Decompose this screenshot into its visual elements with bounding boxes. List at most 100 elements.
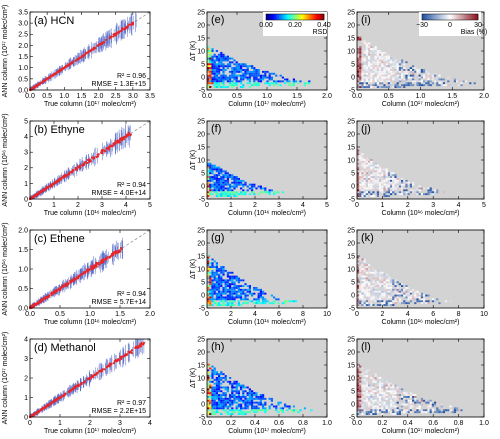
bias-2-cell bbox=[396, 181, 399, 184]
bias-1-cell bbox=[383, 78, 386, 81]
bias-1-cell bbox=[363, 76, 366, 79]
bias-3-cell bbox=[359, 262, 362, 265]
rsd-1-cell bbox=[207, 74, 210, 77]
bias-2-cell bbox=[409, 185, 412, 188]
bias-1-cell bbox=[370, 57, 373, 60]
rsd-3-cell bbox=[224, 300, 227, 303]
bias-3-cell bbox=[365, 304, 368, 306]
rsd-1-ytick-label: -5 bbox=[199, 87, 205, 94]
bias-2-cell bbox=[392, 189, 395, 192]
bias-1-cell bbox=[423, 80, 426, 83]
scatter-2-point bbox=[114, 142, 117, 145]
rsd-4-cell bbox=[215, 407, 218, 410]
rsd-4-cell bbox=[229, 403, 232, 406]
rsd-3-cell bbox=[207, 260, 210, 263]
bias-1-cell bbox=[357, 84, 360, 87]
rsd-3-cell bbox=[215, 283, 218, 286]
bias-1-cell bbox=[376, 82, 379, 85]
bias-2-cell bbox=[359, 151, 362, 154]
bias-2-cell bbox=[370, 166, 373, 169]
scatter-3-xtick-label: 0.5 bbox=[55, 311, 65, 318]
rsd-3-cell bbox=[213, 292, 216, 295]
rsd-3-cell bbox=[224, 287, 227, 289]
rsd-3-cell bbox=[222, 288, 225, 291]
bias-3-cell bbox=[370, 287, 373, 289]
rsd-3-cell bbox=[235, 292, 238, 295]
scatter-4-point bbox=[41, 408, 44, 411]
rsd-3-cell bbox=[229, 298, 232, 301]
bias-3-cell bbox=[409, 292, 412, 295]
rsd-3-cell bbox=[231, 296, 234, 299]
bias-1-cell bbox=[440, 82, 443, 85]
rsd-3-cell bbox=[222, 281, 225, 284]
bias-2-cell bbox=[394, 183, 397, 186]
rsd-4-cell bbox=[229, 401, 232, 404]
bias-3-cell bbox=[357, 279, 360, 282]
bias-2-cell bbox=[379, 179, 382, 182]
rsd-4-cell bbox=[264, 397, 267, 400]
scatter-3-point bbox=[44, 295, 47, 298]
bias-2-cell bbox=[376, 179, 379, 182]
rsd-1-cell bbox=[224, 65, 227, 68]
rsd-1-cell bbox=[213, 86, 216, 88]
bias-3-cell bbox=[359, 294, 362, 297]
bias-1-cell bbox=[390, 80, 393, 83]
rsd-2-xtick-label: 5 bbox=[325, 202, 329, 209]
rsd-3-cell bbox=[220, 298, 223, 301]
scatter-4-point bbox=[48, 403, 52, 406]
rsd-2-cell bbox=[233, 185, 236, 188]
rsd-1-cell bbox=[268, 82, 271, 85]
rsd-2-cell bbox=[229, 187, 232, 190]
rsd-3-cell bbox=[259, 294, 262, 297]
bias-2-cell bbox=[365, 166, 368, 169]
bias-2-cell bbox=[416, 187, 419, 190]
rsd-2-cell bbox=[215, 179, 218, 182]
bias-3-cell bbox=[383, 296, 386, 299]
rsd-4-cell bbox=[279, 401, 282, 404]
scatter-3-point bbox=[69, 281, 73, 284]
bias-3-cell bbox=[381, 281, 384, 284]
rsd-2-cell bbox=[209, 183, 212, 186]
bias-3-cell bbox=[368, 269, 371, 272]
scatter-2-point bbox=[121, 138, 124, 141]
bias-2-cell bbox=[357, 189, 360, 192]
rsd-4-cell bbox=[275, 407, 278, 410]
rsd-1-cell bbox=[231, 69, 234, 71]
bias-1-cell bbox=[372, 72, 375, 75]
rsd-3-cell bbox=[262, 292, 265, 295]
bias-3-heatmap-cells bbox=[357, 256, 452, 306]
scatter-4-point bbox=[108, 362, 111, 365]
scatter-2-point bbox=[79, 166, 82, 169]
rsd-4-cell bbox=[275, 405, 278, 408]
bias-1-cell bbox=[368, 86, 371, 88]
bias-2-cell bbox=[368, 168, 371, 171]
rsd-1-cell bbox=[237, 70, 240, 73]
rsd-2-cell bbox=[259, 191, 262, 194]
rsd-2-cell bbox=[218, 178, 221, 180]
bias-1-cell bbox=[372, 84, 375, 87]
bias-3-cell bbox=[390, 279, 393, 282]
rsd-4-cell bbox=[226, 390, 229, 393]
rsd-3-cell bbox=[218, 288, 221, 291]
scatter-4-point bbox=[105, 366, 108, 369]
bias-2-cell bbox=[427, 187, 430, 190]
bias-2-cell bbox=[394, 193, 397, 196]
bias-2-cell bbox=[385, 187, 388, 190]
bias-3-cell bbox=[363, 258, 366, 261]
rsd-1-cell bbox=[231, 74, 234, 77]
bias-1-cell bbox=[383, 82, 386, 85]
rsd-2-cell bbox=[273, 191, 276, 194]
bias-1-cell bbox=[357, 57, 360, 60]
bias-2-cell bbox=[363, 191, 366, 194]
bias-1-cell bbox=[381, 59, 384, 62]
rsd-3-xtick-label: 4 bbox=[253, 311, 257, 318]
rsd-4-cell bbox=[244, 405, 247, 408]
bias-3-cell bbox=[376, 287, 379, 289]
rsd-4-cell bbox=[218, 407, 221, 410]
bias-1-cell bbox=[365, 46, 368, 49]
rsd-2-cell bbox=[244, 183, 247, 186]
rsd-4-cell bbox=[240, 403, 243, 406]
bias-3-cell bbox=[396, 296, 399, 299]
rsd-3-cell bbox=[244, 292, 247, 295]
bias-1-cell bbox=[370, 46, 373, 49]
